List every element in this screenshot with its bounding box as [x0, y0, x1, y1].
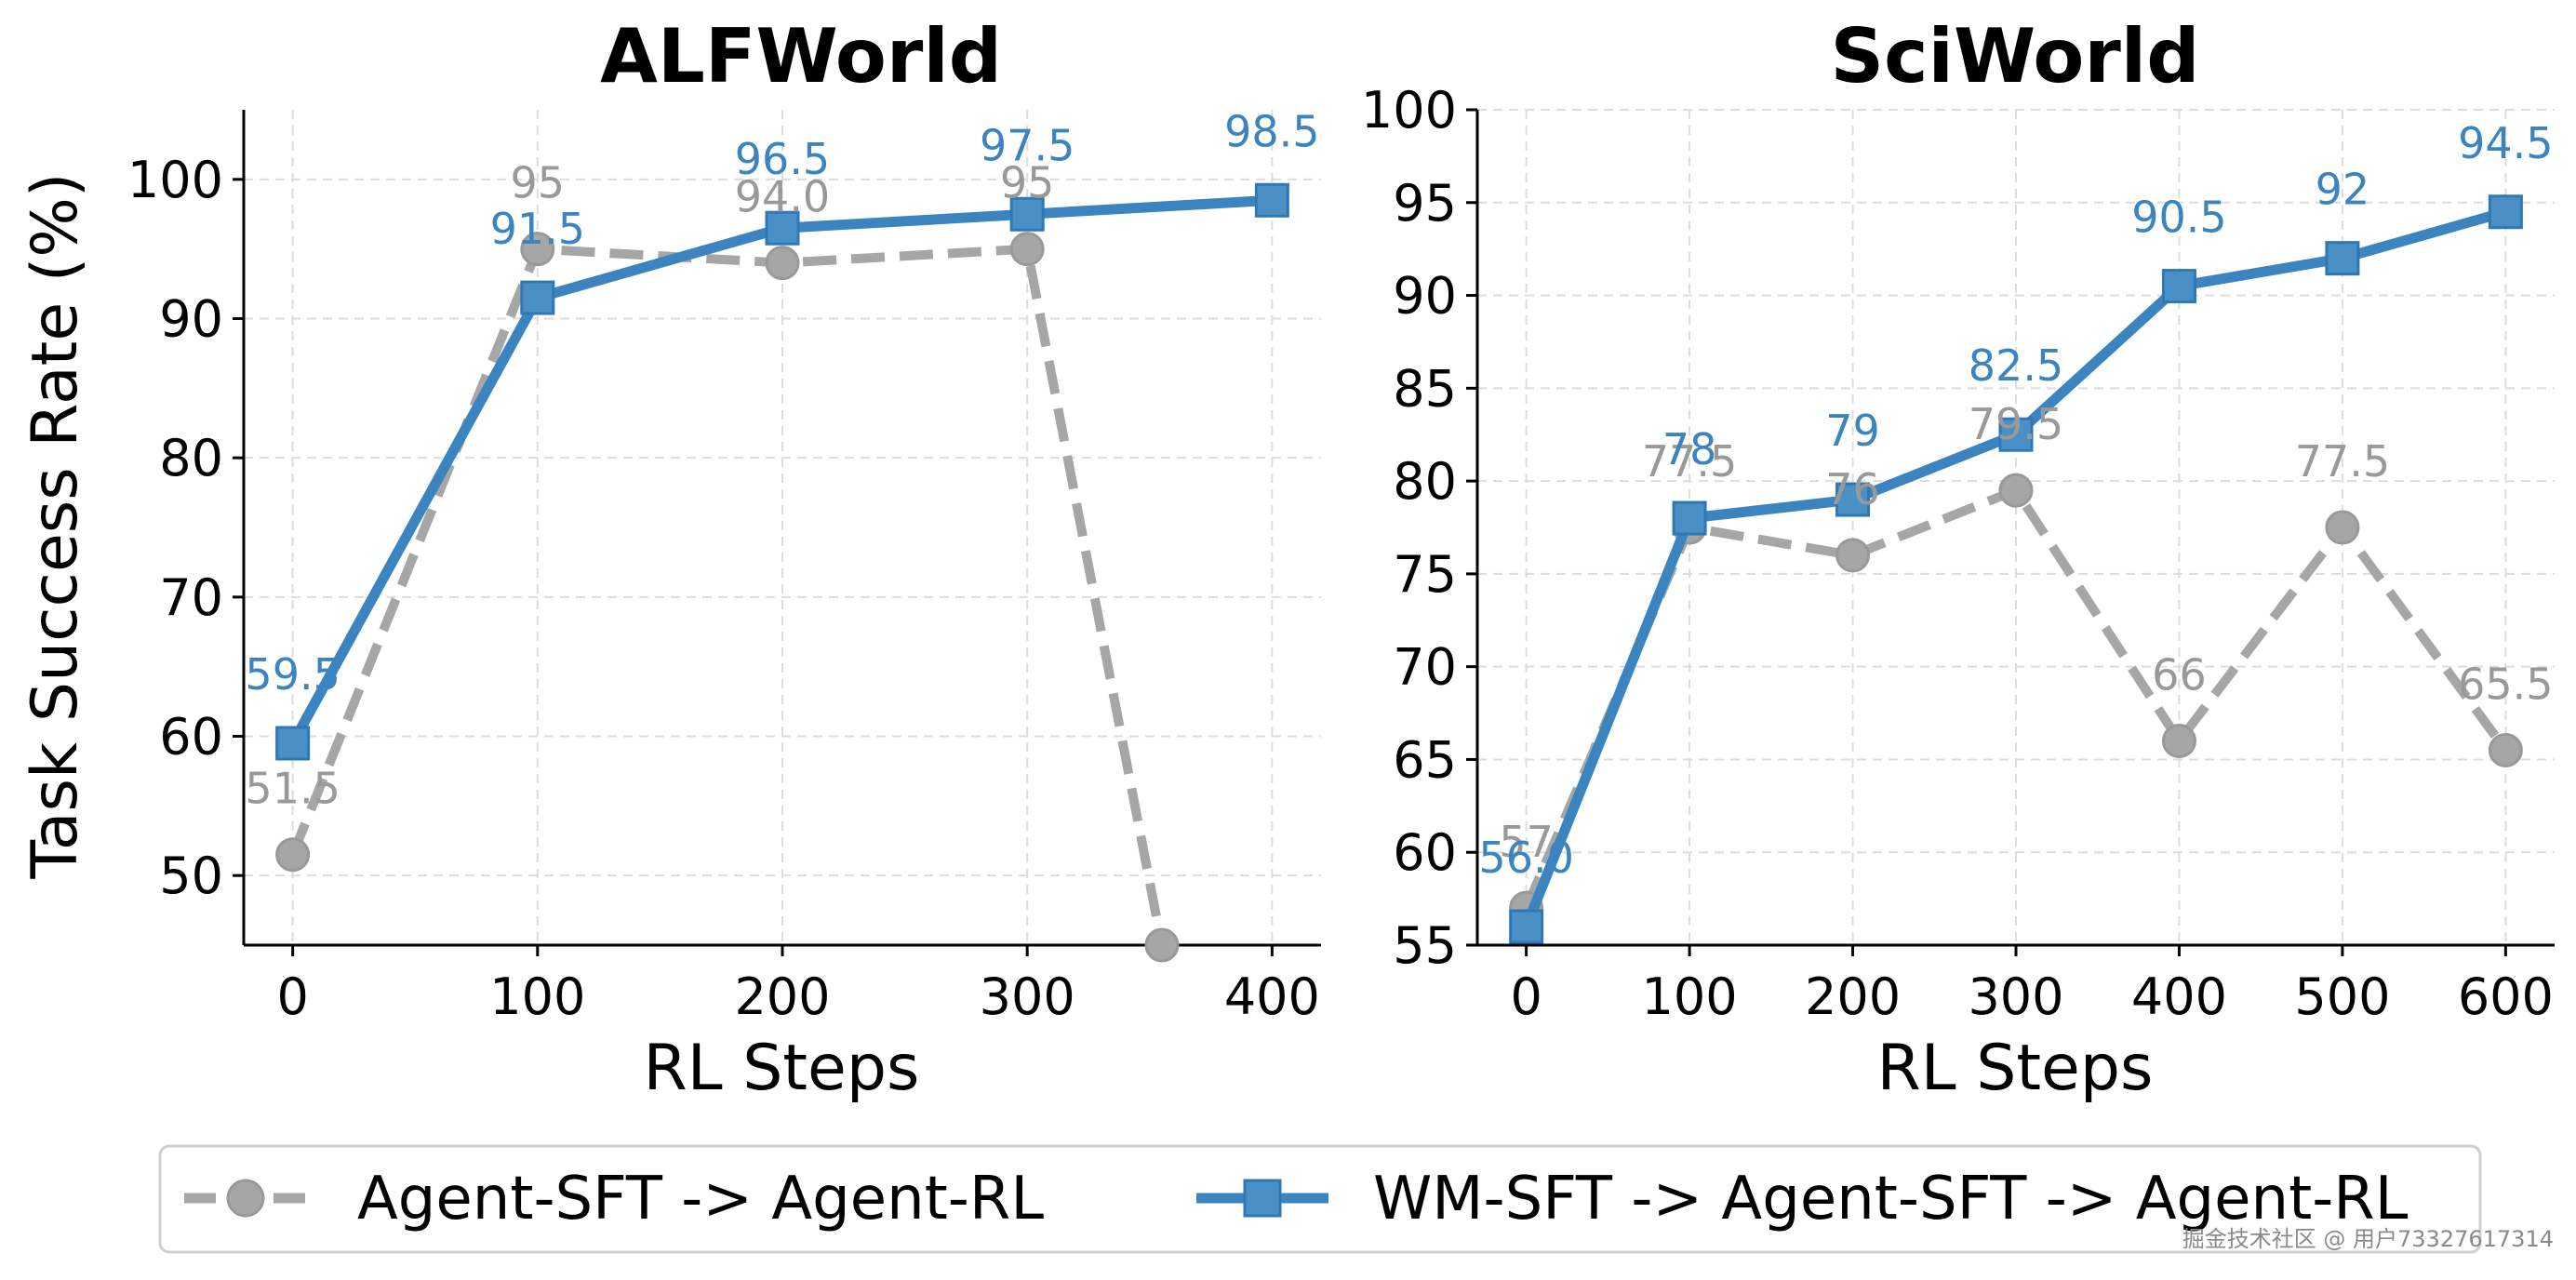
sciworld-y-tick-label-1: 60 — [1393, 823, 1457, 882]
legend: Agent-SFT -> Agent-RL WM-SFT -> Agent-SF… — [158, 1144, 2482, 1254]
alfworld-agent-sft-point-3 — [1009, 232, 1045, 267]
legend-label-agent-sft: Agent-SFT -> Agent-RL — [357, 1165, 1044, 1233]
alfworld-wm-sft-point-4 — [1254, 182, 1289, 218]
sciworld-agent-sft-data-label-2: 76 — [1825, 464, 1880, 514]
alfworld-x-axis-label: RL Steps — [643, 1032, 919, 1105]
alfworld-wm-sft-line — [287, 194, 1273, 746]
sciworld-wm-sft-point-0 — [1509, 909, 1544, 944]
sciworld-x-tick-label-6: 600 — [2458, 967, 2554, 1026]
sciworld-wm-sft-data-label-3: 82.5 — [1969, 340, 2063, 391]
alfworld-x-tick-label-0: 0 — [276, 967, 308, 1026]
sciworld-wm-sft-data-label-6: 94.5 — [2458, 118, 2553, 168]
sciworld-wm-sft-point-5 — [2325, 241, 2360, 276]
sciworld-panel: SciWorld RL Steps 0 100 200 300 400 500 600 55 6… — [1361, 13, 2555, 1105]
alfworld-agent-sft-point-0 — [275, 837, 311, 873]
alfworld-agent-sft-data-label-2: 94.0 — [735, 172, 830, 222]
legend-marker-wm-sft — [1243, 1179, 1282, 1218]
legend-marker-agent-sft — [226, 1179, 265, 1218]
sciworld-wm-sft-data-label-5: 92 — [2316, 165, 2370, 215]
sciworld-agent-sft-data-label-3: 79.5 — [1969, 399, 2063, 449]
sciworld-y-tick-label-3: 70 — [1393, 638, 1457, 697]
alfworld-y-tick-label-0: 50 — [159, 847, 223, 905]
sciworld-agent-sft-data-label-4: 66 — [2152, 649, 2207, 700]
alfworld-y-tick-label-4: 90 — [159, 290, 223, 349]
sciworld-x-axis-label: RL Steps — [1876, 1032, 2153, 1105]
sciworld-agent-sft-data-label-6: 65.5 — [2458, 659, 2553, 709]
sciworld-title: SciWorld — [1831, 13, 2200, 100]
sciworld-y-tick-label-7: 90 — [1393, 267, 1457, 326]
alfworld-x-tick-label-4: 400 — [1224, 967, 1320, 1026]
sciworld-wm-sft-point-6 — [2488, 194, 2523, 230]
alfworld-wm-sft-data-label-2: 96.5 — [735, 134, 830, 184]
alfworld-x-tick-label-1: 100 — [489, 967, 585, 1026]
sciworld-x-tick-label-1: 100 — [1642, 967, 1738, 1026]
watermark: 掘金技术社区 @ 用户73327617314 — [2182, 1226, 2554, 1252]
alfworld-agent-sft-data-label-1: 95 — [511, 158, 566, 208]
y-axis-label: Task Success Rate (%) — [19, 173, 92, 880]
sciworld-x-tick-label-0: 0 — [1510, 967, 1542, 1026]
alfworld-panel: ALFWorld Task Success Rate (%) RL Steps … — [19, 13, 1321, 1105]
sciworld-y-tick-label-6: 85 — [1393, 359, 1457, 418]
alfworld-agent-sft-data-label-3: 95 — [1000, 158, 1055, 208]
sciworld-agent-sft-point-3 — [1998, 473, 2034, 508]
sciworld-agent-sft-data-label-1: 77.5 — [1642, 436, 1737, 487]
alfworld-y-tick-label-1: 60 — [159, 708, 223, 767]
alfworld-agent-sft-point-4 — [1144, 927, 1180, 963]
sciworld-wm-sft-data-label-4: 90.5 — [2131, 193, 2226, 243]
sciworld-x-tick-label-4: 400 — [2131, 967, 2227, 1026]
sciworld-y-tick-label-4: 75 — [1393, 545, 1457, 604]
alfworld-wm-sft-data-label-3: 97.5 — [980, 120, 1074, 170]
alfworld-x-tick-label-2: 200 — [734, 967, 830, 1026]
alfworld-y-tick-label-3: 80 — [159, 429, 223, 487]
alfworld-y-tick-label-2: 70 — [159, 568, 223, 627]
sciworld-agent-sft-point-2 — [1835, 538, 1871, 573]
alfworld-wm-sft-point-3 — [1009, 196, 1045, 232]
sciworld-wm-sft-data-label-0: 56.0 — [1478, 833, 1573, 883]
sciworld-wm-sft-data-label-1: 78 — [1662, 424, 1717, 474]
alfworld-agent-sft-point-2 — [765, 246, 800, 281]
sciworld-agent-sft-point-5 — [2325, 510, 2360, 545]
sciworld-y-tick-label-0: 55 — [1393, 916, 1457, 975]
sciworld-x-tick-label-5: 500 — [2294, 967, 2390, 1026]
sciworld-x-tick-label-2: 200 — [1805, 967, 1901, 1026]
alfworld-wm-sft-data-label-1: 91.5 — [490, 204, 585, 254]
alfworld-wm-sft-point-0 — [275, 726, 311, 761]
sciworld-wm-sft-point-3 — [1998, 417, 2034, 452]
sciworld-agent-sft-data-label-5: 77.5 — [2295, 436, 2390, 487]
sciworld-agent-sft-point-6 — [2488, 732, 2523, 767]
sciworld-agent-sft-point-4 — [2161, 723, 2196, 758]
alfworld-wm-sft-point-1 — [520, 280, 555, 315]
sciworld-y-tick-label-8: 95 — [1393, 174, 1457, 233]
sciworld-wm-sft-data-label-2: 79 — [1825, 406, 1880, 456]
alfworld-x-tick-label-3: 300 — [980, 967, 1075, 1026]
legend-label-wm-sft: WM-SFT -> Agent-SFT -> Agent-RL — [1373, 1165, 2409, 1233]
sciworld-y-tick-label-9: 100 — [1361, 81, 1457, 140]
sciworld-y-tick-label-2: 65 — [1393, 730, 1457, 789]
alfworld-wm-sft-data-label-0: 59.5 — [245, 649, 340, 700]
sciworld-y-tick-label-5: 80 — [1393, 452, 1457, 511]
sciworld-wm-sft-point-2 — [1835, 482, 1871, 517]
alfworld-agent-sft-point-1 — [520, 232, 555, 267]
alfworld-wm-sft-data-label-4: 98.5 — [1224, 106, 1319, 156]
alfworld-agent-sft-data-label-0: 51.5 — [245, 764, 340, 814]
sciworld-agent-sft-data-label-0: 57 — [1499, 817, 1554, 867]
sciworld-x-tick-label-3: 300 — [1968, 967, 2063, 1026]
sciworld-wm-sft-point-1 — [1672, 500, 1707, 536]
alfworld-title: ALFWorld — [600, 13, 1002, 100]
alfworld-wm-sft-point-2 — [765, 210, 800, 246]
alfworld-y-tick-label-5: 100 — [127, 151, 223, 209]
sciworld-wm-sft-point-4 — [2161, 269, 2196, 304]
